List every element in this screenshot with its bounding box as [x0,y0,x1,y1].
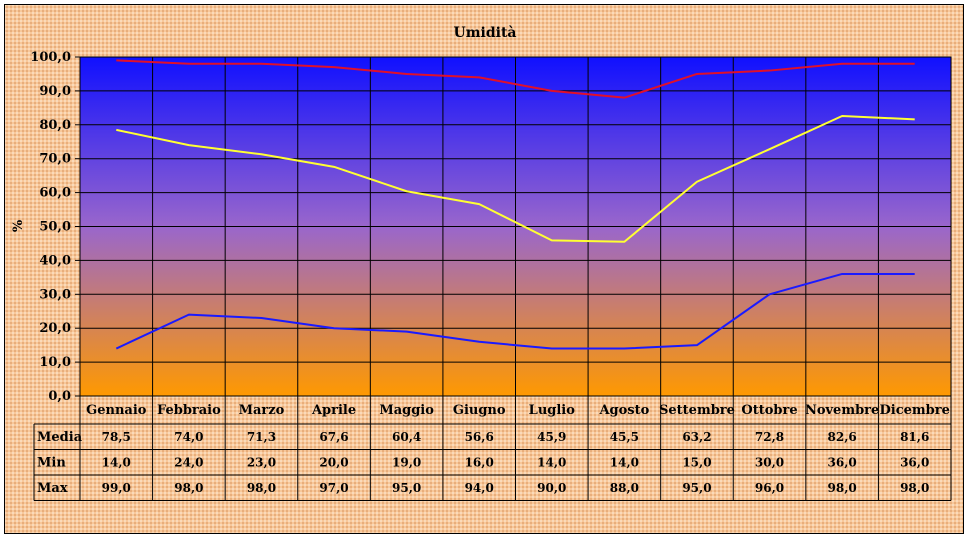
y-tick-label: 90,0 [39,84,71,99]
table-cell: 20,0 [319,455,348,469]
series-line-max [116,59,915,99]
table-cell: 16,0 [465,455,494,469]
x-category-label: Giugno [453,403,506,418]
table-cell: 14,0 [610,455,639,469]
x-category-label: Maggio [379,403,434,418]
x-category-label: Aprile [311,403,356,418]
table-cell: 90,0 [537,481,566,495]
table-cell: 36,0 [900,455,929,469]
x-category-label: Novembre [805,403,879,418]
table-cell: 78,5 [102,430,131,444]
x-category-label: Marzo [239,403,285,418]
table-row-label-media: Media [37,430,83,445]
table-cell: 67,6 [319,430,348,444]
y-tick-label: 30,0 [39,287,71,302]
x-category-label: Settembre [659,403,735,418]
x-category-label: Agosto [598,403,649,418]
table-cell: 14,0 [102,455,131,469]
table-cell: 99,0 [102,481,131,495]
y-tick-label: 0,0 [48,389,71,404]
table-cell: 19,0 [392,455,421,469]
data-table: Gennaio Febbraio Marzo Aprile Maggio Giugno Lu… [33,395,952,501]
y-tick-label: 10,0 [39,355,71,370]
table-cell: 72,8 [755,430,784,444]
y-tick-label: 50,0 [39,220,71,235]
y-axis-ticks: 0,0 10,0 20,0 30,0 40,0 50,0 60,0 70,0 80,0 90,0 1… [30,50,80,404]
table-cell: 30,0 [755,455,784,469]
series-line-min [115,272,915,350]
table-cell: 36,0 [828,455,857,469]
table-cell: 71,3 [247,430,276,444]
x-category-label: Gennaio [86,403,147,418]
x-category-label: Ottobre [741,403,797,418]
table-cell: 45,5 [610,430,639,444]
y-axis-label: % [11,219,26,232]
table-cell: 94,0 [465,481,494,495]
table-cell: 24,0 [174,455,203,469]
table-cell: 63,2 [682,430,711,444]
table-cell: 45,9 [537,430,566,444]
series-lines [115,59,915,350]
table-cell: 56,6 [465,430,494,444]
table-cell: 95,0 [682,481,711,495]
table-cell: 98,0 [900,481,929,495]
y-tick-label: 80,0 [39,118,71,133]
x-category-label: Dicembre [880,403,950,418]
chart-title: Umidità [454,25,517,41]
table-row-label-min: Min [37,455,66,470]
table-cell: 81,6 [900,430,929,444]
table-cell: 88,0 [610,481,639,495]
y-tick-label: 60,0 [39,186,71,201]
table-cell: 98,0 [828,481,857,495]
table-cell: 14,0 [537,455,566,469]
y-tick-label: 20,0 [39,321,71,336]
y-tick-label: 100,0 [30,50,71,65]
table-cell: 23,0 [247,455,276,469]
table-cell: 60,4 [392,430,421,444]
table-cell: 95,0 [392,481,421,495]
y-tick-label: 70,0 [39,152,71,167]
table-cell: 96,0 [755,481,784,495]
table-cell: 98,0 [247,481,276,495]
table-cell: 98,0 [174,481,203,495]
table-cell: 97,0 [319,481,348,495]
series-line-media [116,114,915,243]
table-cell: 15,0 [682,455,711,469]
x-category-label: Luglio [529,403,576,418]
x-category-label: Febbraio [157,403,221,418]
table-cell: 74,0 [174,430,203,444]
table-cell: 82,6 [828,430,857,444]
y-tick-label: 40,0 [39,253,71,268]
table-row-label-max: Max [37,481,68,496]
